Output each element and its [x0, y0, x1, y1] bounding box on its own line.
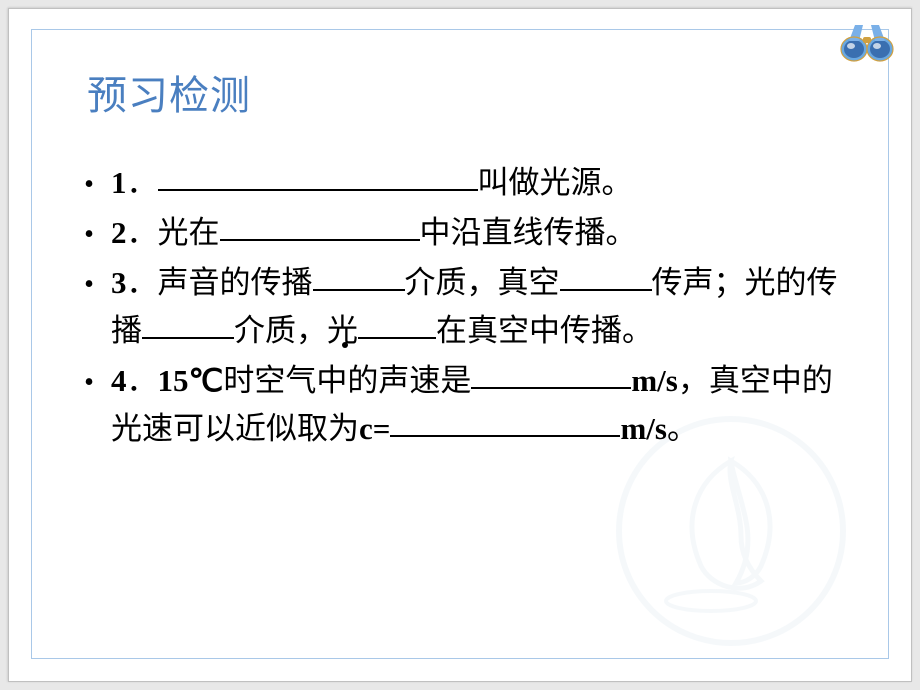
fill-blank: [142, 337, 234, 339]
text-zh: 时空气中的声速是: [223, 363, 471, 398]
content-list: •1．叫做光源。•2．光在中沿直线传播。•3．声音的传播介质，真空传声；光的传播…: [67, 159, 861, 455]
item-body: 3．声音的传播介质，真空传声；光的传播介质，光在真空中传播。: [111, 259, 861, 355]
bullet: •: [67, 209, 111, 256]
item-punct: ．: [127, 165, 158, 200]
fill-blank: [358, 337, 436, 339]
item-punct: ．: [127, 363, 158, 398]
bullet: •: [67, 159, 111, 206]
list-item: •1． 叫做光源。: [67, 159, 861, 207]
text-zh: 介质，真空: [405, 265, 560, 300]
text-zh: 在真空中传播。: [436, 313, 653, 348]
text-zh: 光在: [158, 215, 220, 250]
item-body: 2．光在 中沿直线传播。: [111, 209, 861, 257]
list-item: •2．光在 中沿直线传播。: [67, 209, 861, 257]
slide-title: 预习检测: [87, 63, 251, 121]
binoculars-icon: [839, 19, 895, 65]
text-en: c=: [359, 411, 390, 446]
item-body: 1． 叫做光源。: [111, 159, 861, 207]
item-body: 4．15℃时空气中的声速是m/s，真空中的光速可以近似取为c=m/s。: [111, 357, 861, 453]
fill-blank: [313, 289, 405, 291]
slide-frame: 预习检测 •1．叫做光源。•2．光在中沿直线传播。•3．声音的传播介质，真空传声…: [8, 8, 912, 682]
fill-blank: [390, 435, 620, 437]
item-punct: ．: [127, 265, 158, 300]
item-number: 2: [111, 215, 127, 250]
item-number: 4: [111, 363, 127, 398]
item-number: 1: [111, 165, 127, 200]
text-zh: 介质，光: [234, 313, 358, 348]
item-number: 3: [111, 265, 127, 300]
text-en: m/s: [631, 363, 678, 398]
bullet: •: [67, 357, 111, 404]
fill-blank: [158, 189, 478, 191]
text-zh: 中沿直线传播。: [420, 215, 637, 250]
text-en: m/s: [620, 411, 667, 446]
cursor-dot: [342, 342, 348, 348]
text-en: 15℃: [158, 363, 224, 398]
text-zh: 。: [667, 411, 698, 446]
list-item: •4．15℃时空气中的声速是m/s，真空中的光速可以近似取为c=m/s。: [67, 357, 861, 453]
list-item: •3．声音的传播介质，真空传声；光的传播介质，光在真空中传播。: [67, 259, 861, 355]
fill-blank: [220, 239, 420, 241]
fill-blank: [560, 289, 652, 291]
fill-blank: [471, 387, 631, 389]
text-zh: 声音的传播: [158, 265, 313, 300]
bullet: •: [67, 259, 111, 306]
text-zh: 叫做光源。: [478, 165, 633, 200]
item-punct: ．: [127, 215, 158, 250]
